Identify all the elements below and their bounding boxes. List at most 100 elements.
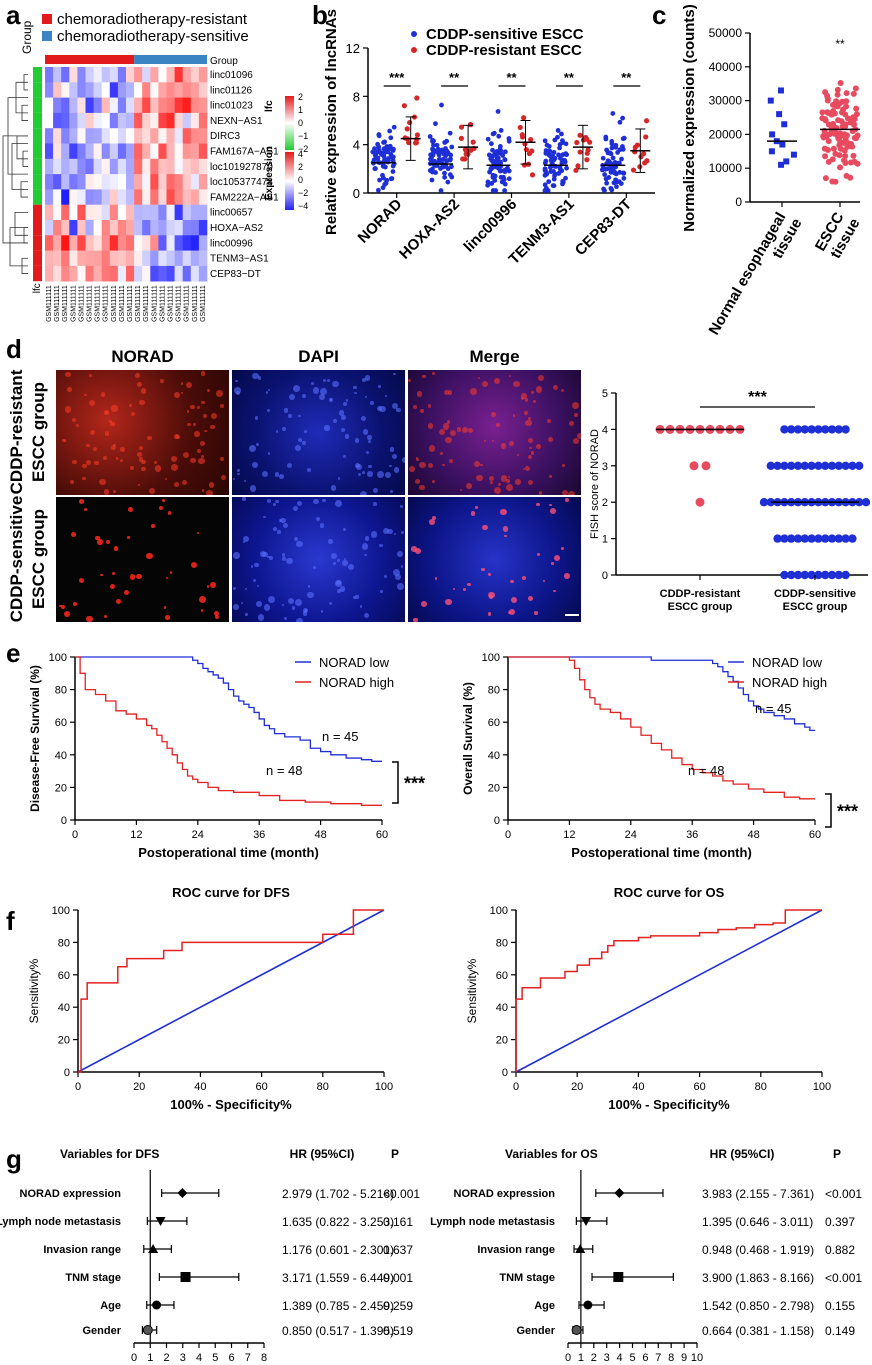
heatmap-cell [53, 112, 62, 129]
signal-spot [266, 499, 272, 504]
sensitive-point [492, 178, 498, 183]
sensitive-point [436, 156, 442, 162]
heatmap-cell [85, 67, 94, 83]
heatmap-cell [61, 128, 70, 144]
escc-tissue-point [835, 135, 842, 142]
heatmap-cell [101, 128, 111, 144]
lfc-tick: 1 [298, 105, 303, 115]
resistant-point [575, 163, 581, 169]
signal-spot [249, 485, 256, 492]
heatmap-cell [166, 158, 175, 175]
variable-label: TNM stage [65, 1272, 121, 1284]
signal-spot [389, 447, 395, 453]
signal-spot [70, 480, 74, 484]
signal-spot [104, 410, 109, 416]
signal-spot [468, 428, 473, 434]
signal-spot [136, 573, 142, 580]
sensitive-point [377, 177, 382, 183]
y-tick-label: 60 [496, 970, 508, 982]
heatmap-cell [45, 143, 54, 160]
heatmap-cell [53, 235, 62, 251]
lfc-cell [33, 220, 42, 236]
heatmap-cell [85, 265, 94, 282]
signal-spot [99, 478, 106, 486]
microscopy-image [408, 370, 581, 495]
expr-colorbar [285, 152, 294, 210]
resistant-point [528, 136, 534, 143]
heatmap-cell [93, 204, 102, 221]
signal-spot [564, 497, 569, 502]
signal-spot [470, 511, 475, 516]
heatmap-cell [69, 82, 78, 98]
sensitive-score-point [841, 534, 850, 543]
expr-tick: 4 [298, 149, 303, 159]
signal-spot [232, 604, 239, 611]
sensitive-point [502, 181, 508, 187]
heatmap-cell [158, 143, 167, 160]
hr-value: 1.389 (0.785 - 2.459) [282, 1299, 394, 1313]
sensitive-point [442, 140, 448, 145]
signal-spot [151, 523, 155, 528]
dendrogram-branch [11, 143, 28, 190]
heatmap-cell [158, 82, 167, 98]
signal-spot [111, 405, 118, 412]
variable-label: Age [534, 1300, 555, 1312]
heatmap-cell [150, 265, 159, 282]
x-tick-label: 4 [617, 1352, 623, 1364]
signal-spot [476, 474, 483, 482]
signal-spot [268, 389, 271, 392]
heatmap-cell [126, 204, 135, 221]
heatmap-cell [166, 174, 175, 190]
signal-spot [386, 528, 393, 535]
heatmap-cell [93, 112, 102, 129]
sensitive-point [497, 168, 503, 174]
heatmap-cell [117, 128, 127, 144]
signal-spot [153, 460, 157, 464]
x-tick-label: 3 [604, 1352, 610, 1364]
legend-label: CDDP-resistant ESCC [426, 42, 582, 59]
heatmap-cell [69, 174, 78, 190]
x-tick-label: 20 [133, 1081, 145, 1093]
escc-tissue-point [822, 89, 829, 96]
heatmap-cell [93, 97, 102, 114]
signal-spot [196, 449, 202, 454]
heatmap-cell [117, 174, 127, 190]
signal-spot [320, 610, 324, 613]
signal-spot [434, 577, 438, 580]
signal-spot [355, 595, 359, 599]
signal-spot [445, 598, 452, 606]
signal-spot [286, 557, 294, 565]
x-tick-label: 12 [563, 829, 575, 841]
heatmap-cell [85, 97, 94, 114]
signal-spot [352, 595, 356, 599]
signal-spot [205, 489, 213, 495]
sensitive-point [433, 121, 438, 127]
y-tick-label: 30000 [709, 94, 743, 108]
signal-spot [414, 548, 421, 554]
signal-spot [233, 387, 241, 394]
signal-spot [243, 535, 250, 542]
signal-spot [281, 552, 286, 557]
sensitive-point [497, 146, 503, 152]
heatmap-cell [142, 265, 151, 282]
sensitive-score-point [787, 534, 796, 543]
signal-spot [500, 475, 508, 482]
heatmap-cell [77, 265, 86, 282]
heatmap-cell [117, 97, 127, 114]
n-label: n = 45 [322, 729, 359, 744]
signal-spot [572, 438, 579, 445]
heatmap-cell [182, 158, 192, 175]
escc-tissue-point [832, 178, 839, 185]
heatmap-cell [101, 67, 111, 83]
signal-spot [255, 442, 259, 446]
signal-spot [510, 596, 518, 604]
signal-spot [504, 535, 507, 538]
x-tick-label: 7 [245, 1352, 251, 1364]
heatmap-cell [126, 128, 135, 144]
signal-spot [242, 497, 246, 501]
heatmap-cell [190, 97, 200, 114]
signal-spot [354, 438, 360, 443]
heatmap-cell [109, 235, 119, 251]
heatmap-cell [158, 204, 167, 221]
chart-title: ROC curve for DFS [172, 885, 290, 900]
